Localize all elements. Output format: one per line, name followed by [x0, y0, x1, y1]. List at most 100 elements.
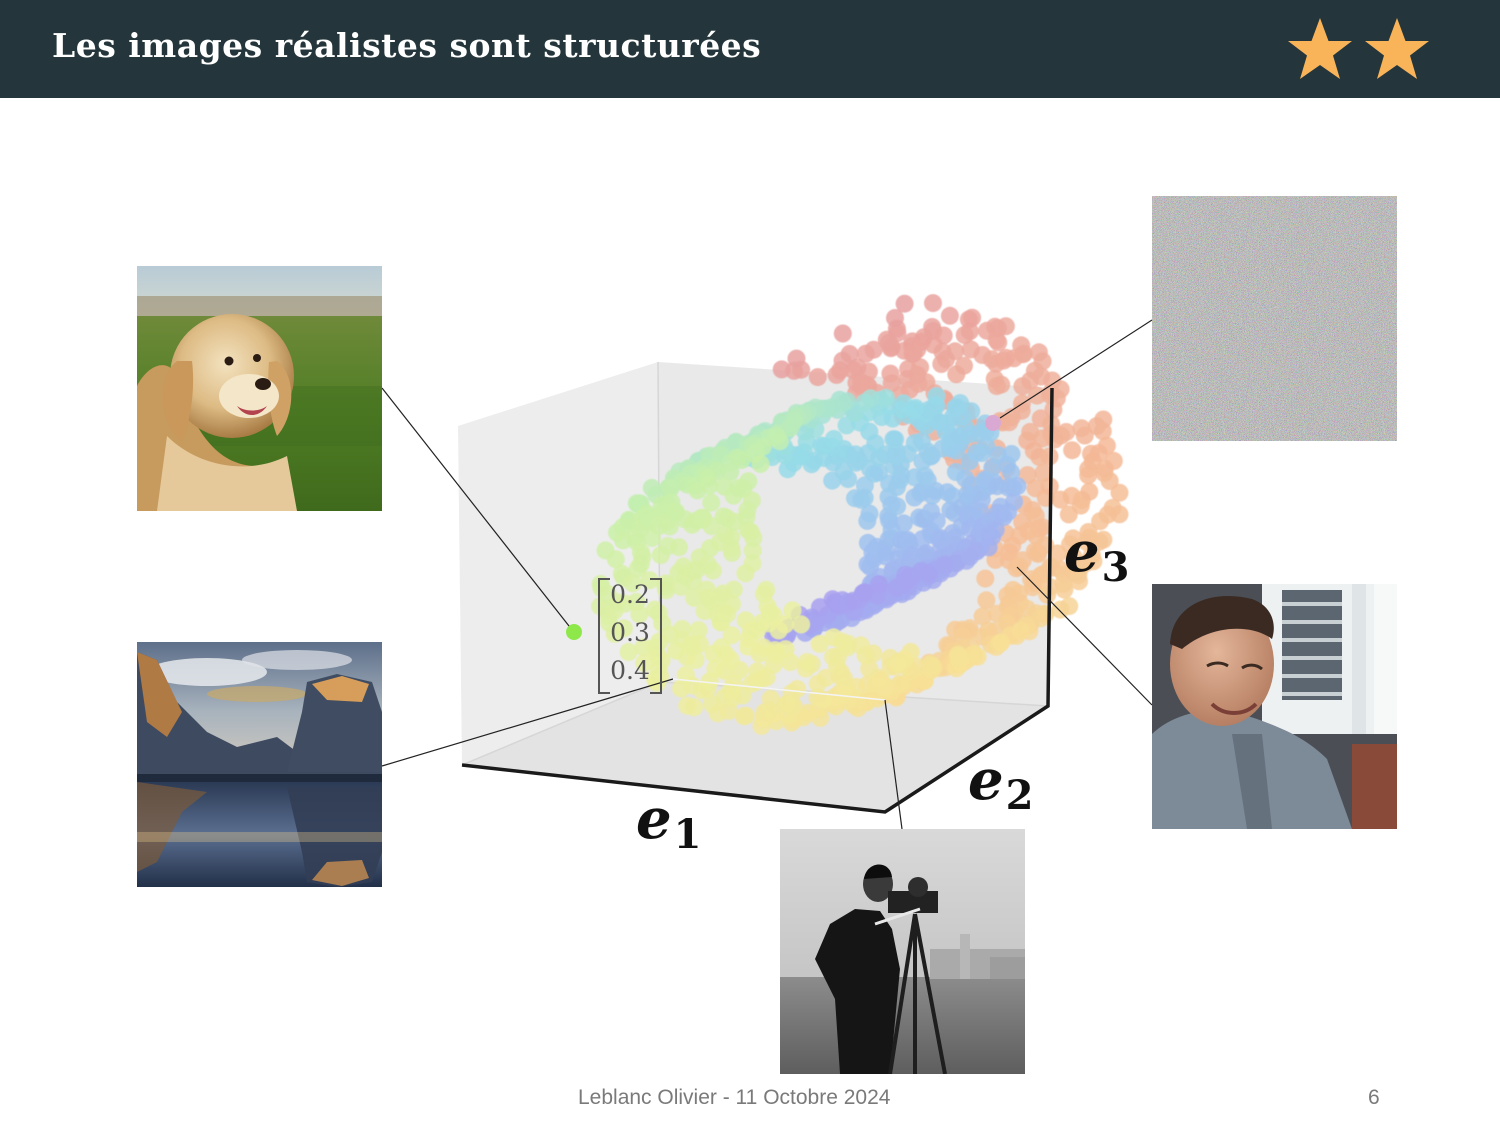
cloud-point [965, 644, 984, 663]
cloud-point [961, 340, 980, 359]
cloud-point [911, 358, 930, 377]
connector-cameraman [884, 699, 903, 830]
cloud-point [792, 447, 811, 466]
star-icon [1365, 18, 1429, 79]
cloud-point [1005, 492, 1024, 511]
connector-dog [381, 387, 570, 627]
cloud-point [630, 605, 649, 624]
cloud-point [787, 349, 806, 368]
cloud-point [753, 437, 772, 456]
cloud-point [1033, 518, 1052, 537]
cloud-point [1060, 597, 1079, 616]
cloud-point [685, 698, 704, 717]
cloud-point [927, 512, 946, 530]
cloud-point [792, 615, 811, 634]
cloud-point [976, 569, 995, 588]
cloud-point [635, 653, 654, 672]
cloud-point [1080, 482, 1099, 501]
cloud-point [1008, 477, 1027, 496]
cloud-point [960, 425, 979, 444]
vector-entry: 0.2 [610, 580, 650, 609]
cloud-point [706, 659, 725, 678]
cloud-point [751, 455, 770, 473]
cloud-point [785, 412, 804, 430]
cloud-point [833, 324, 852, 343]
dog-photo [137, 266, 382, 511]
cloud-point [810, 634, 829, 653]
cloud-point [689, 621, 708, 640]
cloud-point [690, 635, 709, 653]
cloud-point [776, 640, 795, 659]
cloud-point [660, 517, 679, 536]
cloud-point [614, 619, 633, 638]
cloud-point [918, 442, 937, 461]
cloud-point [699, 555, 717, 574]
cloud-point [783, 601, 802, 620]
cameraman-photo [780, 829, 1025, 1074]
axis-lines [461, 387, 1054, 814]
cloud-point [712, 638, 731, 657]
young-man-photo [1152, 584, 1397, 829]
difficulty-stars [1288, 18, 1429, 79]
cloud-point [761, 603, 779, 622]
cloud-point [1029, 343, 1048, 362]
cloud-point [1011, 621, 1030, 640]
cloud-point [1048, 544, 1067, 563]
cloud-point [788, 680, 807, 698]
cloud-point [808, 368, 827, 387]
cloud-point [702, 517, 721, 536]
cloud-point [1094, 410, 1113, 429]
cloud-point [1110, 505, 1129, 524]
cloud-point [877, 388, 895, 407]
cloud-point [722, 626, 741, 645]
cloud-point [996, 317, 1015, 336]
cloud-point [977, 591, 996, 610]
cloud-point [894, 514, 913, 533]
cloud-point [1110, 483, 1129, 502]
cloud-point [824, 430, 843, 448]
cloud-point [895, 294, 914, 313]
cloud-point [723, 543, 741, 562]
cloud-point [992, 375, 1011, 394]
cloud-point [722, 528, 741, 547]
cloud-point [770, 432, 789, 451]
cloud-point [851, 636, 870, 655]
cloud-point [927, 387, 946, 406]
cloud-point [673, 620, 692, 638]
cloud-point [724, 580, 743, 599]
cloud-point [872, 671, 891, 690]
cloud-point [848, 358, 867, 377]
cloud-point [955, 356, 973, 375]
cloud-point [640, 571, 659, 590]
cloud-point [884, 430, 903, 449]
cloud-point [738, 501, 757, 520]
cloud-point [912, 561, 931, 580]
cloud-point [979, 538, 998, 557]
cloud-point [816, 668, 835, 687]
cloud-point [924, 294, 942, 313]
vector-entry: 0.3 [610, 618, 650, 647]
cloud-point [744, 528, 763, 547]
cloud-point [986, 520, 1005, 539]
cloud-point [949, 647, 968, 666]
cloud-point [869, 463, 888, 482]
cloud-point [886, 309, 904, 327]
slide-header: Les images réalistes sont structurées [0, 0, 1500, 98]
cloud-point [888, 497, 907, 516]
cloud-point [1010, 557, 1029, 576]
cloud-point [606, 550, 625, 569]
cloud-point [1002, 445, 1021, 463]
connector-lake [381, 678, 674, 767]
cloud-point [1079, 466, 1098, 485]
cloud-point [739, 472, 758, 491]
axis-label-e1: e1 [636, 786, 701, 858]
cloud-point [906, 399, 925, 417]
cloud-point [1057, 423, 1076, 441]
star-icon [1288, 18, 1352, 79]
dog-point [566, 624, 582, 640]
connector-noise [999, 319, 1153, 419]
cloud-point [645, 600, 664, 619]
cloud-point [1094, 530, 1113, 549]
cloud-point [1072, 419, 1091, 438]
